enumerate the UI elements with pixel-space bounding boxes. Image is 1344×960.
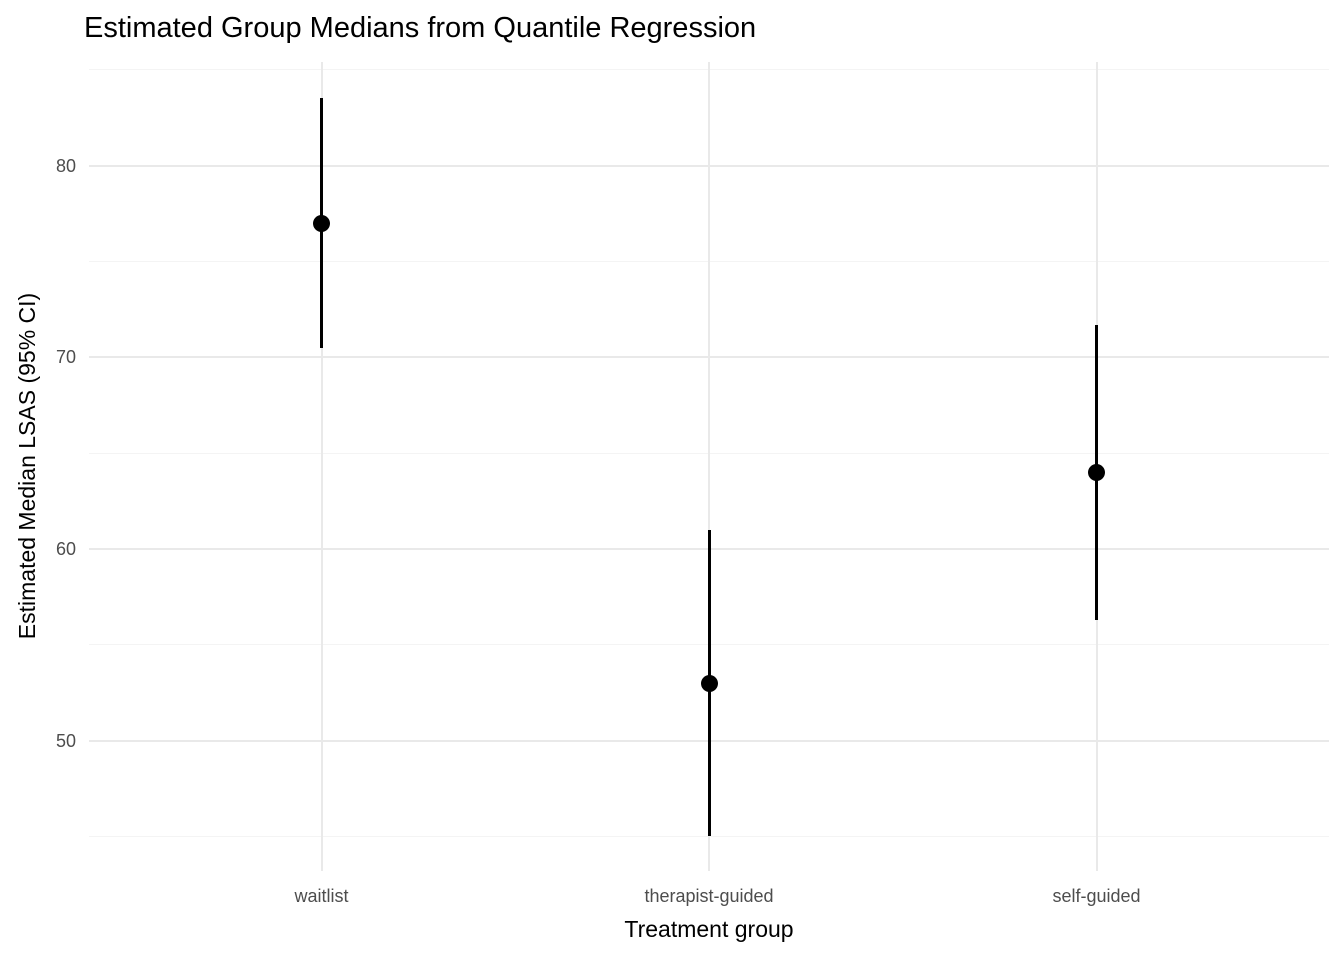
gridline-vertical	[708, 62, 710, 871]
y-tick-label: 60	[55, 538, 76, 559]
x-tick-label: therapist-guided	[644, 886, 774, 906]
y-axis-title: Estimated Median LSAS (95% CI)	[14, 292, 40, 640]
y-tick-label: 50	[55, 730, 76, 751]
plot-panel	[89, 62, 1329, 871]
plot-title: Estimated Group Medians from Quantile Re…	[84, 12, 757, 44]
x-tick-label: self-guided	[1052, 886, 1141, 906]
median-point	[700, 674, 718, 692]
x-tick-label: waitlist	[294, 886, 349, 906]
median-point	[313, 214, 330, 232]
x-axis-title: Treatment group	[624, 916, 794, 942]
median-point	[1088, 463, 1105, 481]
y-tick-label: 80	[55, 155, 76, 176]
y-tick-label: 70	[55, 347, 76, 368]
gridline-vertical	[320, 62, 323, 871]
